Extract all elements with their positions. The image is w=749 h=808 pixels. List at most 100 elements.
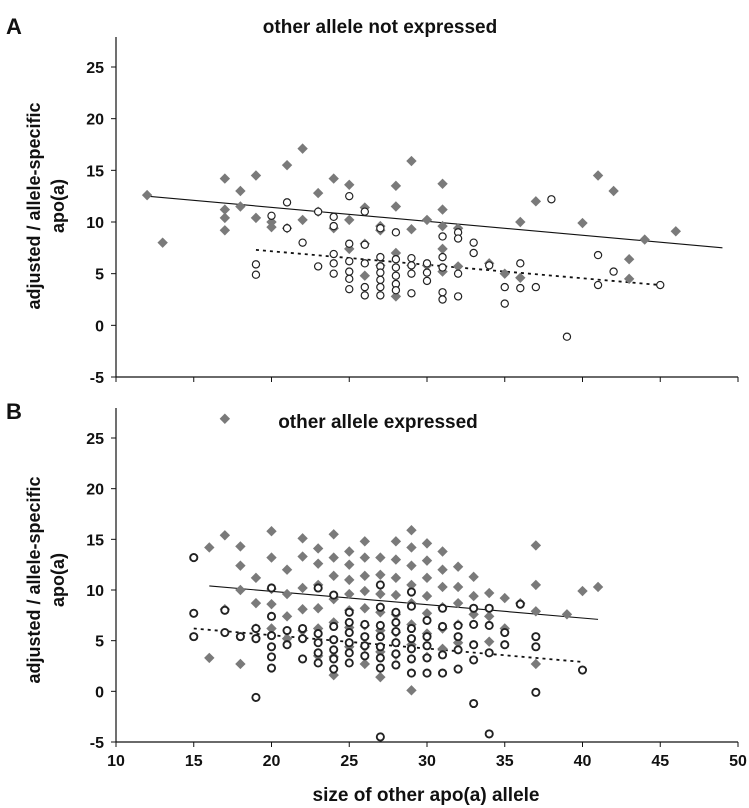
data-point-open-circle: [407, 261, 416, 270]
data-point-filled-diamond: [344, 214, 355, 226]
data-point-filled-diamond: [390, 536, 402, 547]
data-point-filled-diamond: [592, 581, 604, 593]
y-tick-label: 20: [86, 112, 104, 129]
data-point-open-circle: [391, 255, 401, 264]
data-point-open-circle: [251, 692, 261, 702]
data-point-filled-diamond: [266, 623, 277, 634]
data-point-open-circle: [376, 252, 385, 262]
panel-b-title: other allele expressed: [278, 412, 478, 433]
panel-b-axes: -5 0 5 10 15 20 25 10 15 20 25 30 35 40 45 50: [86, 408, 747, 770]
panel-a-axes: -5 0 5 10 15 20 25: [86, 37, 739, 387]
data-point-filled-diamond: [281, 564, 293, 575]
data-point-filled-diamond: [530, 658, 542, 670]
data-point-filled-diamond: [219, 413, 231, 424]
data-point-open-circle: [391, 617, 401, 627]
data-point-open-circle: [329, 635, 339, 645]
data-point-open-circle: [531, 687, 541, 697]
data-point-open-circle: [375, 602, 385, 612]
data-point-filled-diamond: [561, 609, 573, 620]
data-point-open-circle: [469, 603, 479, 613]
data-point-open-circle: [391, 607, 401, 617]
data-point-filled-diamond: [375, 671, 386, 683]
panel-a-ylabel-line1: adjusted / allele-specific: [24, 102, 44, 309]
trendline-solid: [147, 195, 723, 249]
data-point-open-circle: [531, 282, 541, 292]
data-point-open-circle: [438, 232, 447, 241]
data-point-filled-diamond: [344, 574, 355, 586]
data-point-open-circle: [344, 658, 354, 668]
data-point-open-circle: [656, 280, 665, 290]
data-point-open-circle: [251, 634, 261, 644]
data-point-filled-diamond: [484, 587, 495, 599]
data-point-filled-diamond: [312, 187, 324, 199]
data-point-filled-diamond: [484, 611, 495, 622]
data-point-filled-diamond: [421, 538, 433, 549]
data-point-filled-diamond: [530, 606, 542, 617]
data-point-filled-diamond: [390, 247, 402, 259]
data-point-filled-diamond: [297, 582, 308, 594]
data-point-filled-diamond: [670, 226, 681, 237]
panel-b-points: [189, 413, 604, 742]
data-point-filled-diamond: [344, 622, 355, 633]
data-point-open-circle: [329, 221, 338, 231]
data-point-filled-diamond: [219, 173, 231, 184]
data-point-open-circle: [391, 626, 401, 637]
data-point-filled-diamond: [297, 604, 308, 615]
data-point-filled-diamond: [421, 214, 433, 226]
data-point-filled-diamond: [157, 237, 168, 248]
data-point-open-circle: [422, 632, 432, 642]
data-point-open-circle: [500, 299, 509, 308]
data-point-filled-diamond: [406, 542, 417, 553]
data-point-filled-diamond: [312, 623, 324, 634]
data-point-open-circle: [266, 611, 277, 621]
data-point-filled-diamond: [437, 564, 448, 575]
data-point-open-circle: [438, 263, 447, 272]
data-point-filled-diamond: [297, 143, 308, 154]
y-tick-label: 15: [86, 163, 104, 180]
data-point-open-circle: [345, 257, 354, 266]
data-point-open-circle: [329, 249, 338, 259]
data-point-open-circle: [484, 729, 494, 739]
data-point-open-circle: [593, 280, 603, 290]
data-point-filled-diamond: [344, 243, 355, 255]
data-point-open-circle: [344, 607, 354, 617]
panel-a-points: [141, 143, 681, 341]
data-point-open-circle: [406, 587, 417, 597]
data-point-filled-diamond: [468, 590, 479, 602]
x-tick-label: 20: [263, 753, 281, 770]
data-point-open-circle: [391, 263, 401, 272]
data-point-open-circle: [329, 664, 339, 674]
data-point-filled-diamond: [266, 526, 277, 537]
panel-b-ylabel-line2: apo(a): [48, 553, 68, 607]
panel-a: A other allele not expressed adjusted / …: [6, 14, 739, 387]
data-point-open-circle: [531, 632, 541, 642]
data-point-open-circle: [469, 238, 478, 247]
data-point-filled-diamond: [235, 658, 246, 670]
data-point-open-circle: [360, 619, 370, 630]
data-point-open-circle: [562, 332, 572, 341]
data-point-filled-diamond: [530, 540, 542, 551]
data-point-filled-diamond: [250, 212, 262, 224]
data-point-filled-diamond: [281, 588, 293, 600]
y-tick-label: 15: [86, 532, 104, 549]
data-point-open-circle: [391, 660, 401, 670]
data-point-open-circle: [422, 668, 432, 678]
data-point-open-circle: [329, 269, 338, 278]
data-point-open-circle: [189, 632, 199, 642]
data-point-open-circle: [407, 289, 416, 298]
data-point-filled-diamond: [281, 159, 293, 171]
data-point-open-circle: [298, 654, 308, 664]
data-point-open-circle: [469, 655, 479, 665]
data-point-open-circle: [516, 259, 525, 268]
data-point-open-circle: [282, 640, 292, 650]
data-point-open-circle: [515, 599, 525, 609]
data-point-open-circle: [266, 583, 277, 593]
data-point-filled-diamond: [375, 569, 386, 580]
data-point-open-circle: [360, 651, 370, 661]
data-point-open-circle: [251, 623, 261, 634]
data-point-filled-diamond: [359, 603, 370, 614]
data-point-filled-diamond: [328, 570, 339, 582]
x-tick-label: 25: [340, 753, 358, 770]
data-point-open-circle: [266, 652, 277, 662]
data-point-filled-diamond: [452, 597, 464, 609]
